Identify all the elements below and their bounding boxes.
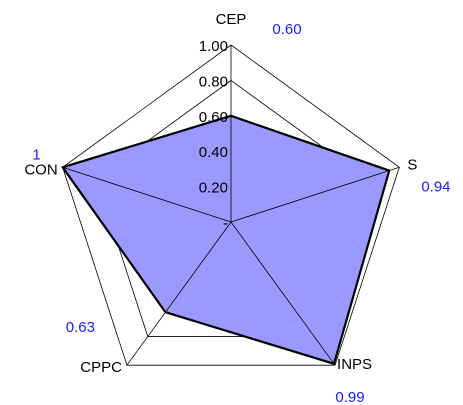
radar-area bbox=[61, 114, 391, 365]
tick-label: 0.80 bbox=[199, 73, 228, 90]
category-label: INPS bbox=[337, 356, 372, 373]
value-label: 0.60 bbox=[272, 21, 301, 38]
value-label: 0.63 bbox=[66, 319, 95, 336]
spoke bbox=[62, 166, 232, 223]
category-label: CON bbox=[24, 161, 57, 178]
grid-ring bbox=[62, 44, 400, 366]
tick-label: 1.00 bbox=[199, 38, 228, 55]
category-label: CPPC bbox=[80, 359, 122, 376]
spoke bbox=[126, 221, 232, 366]
spoke bbox=[230, 221, 336, 366]
spoke bbox=[230, 166, 400, 223]
category-label: CEP bbox=[216, 11, 247, 28]
tick-label: 0.20 bbox=[199, 180, 228, 197]
value-label: 0.94 bbox=[421, 178, 450, 195]
value-label: 0.99 bbox=[335, 389, 364, 405]
value-label: 1 bbox=[32, 146, 40, 163]
tick-label: 0.40 bbox=[199, 144, 228, 161]
tick-label: - bbox=[223, 215, 228, 232]
category-label: S bbox=[407, 156, 417, 173]
tick-label: 0.60 bbox=[199, 109, 228, 126]
